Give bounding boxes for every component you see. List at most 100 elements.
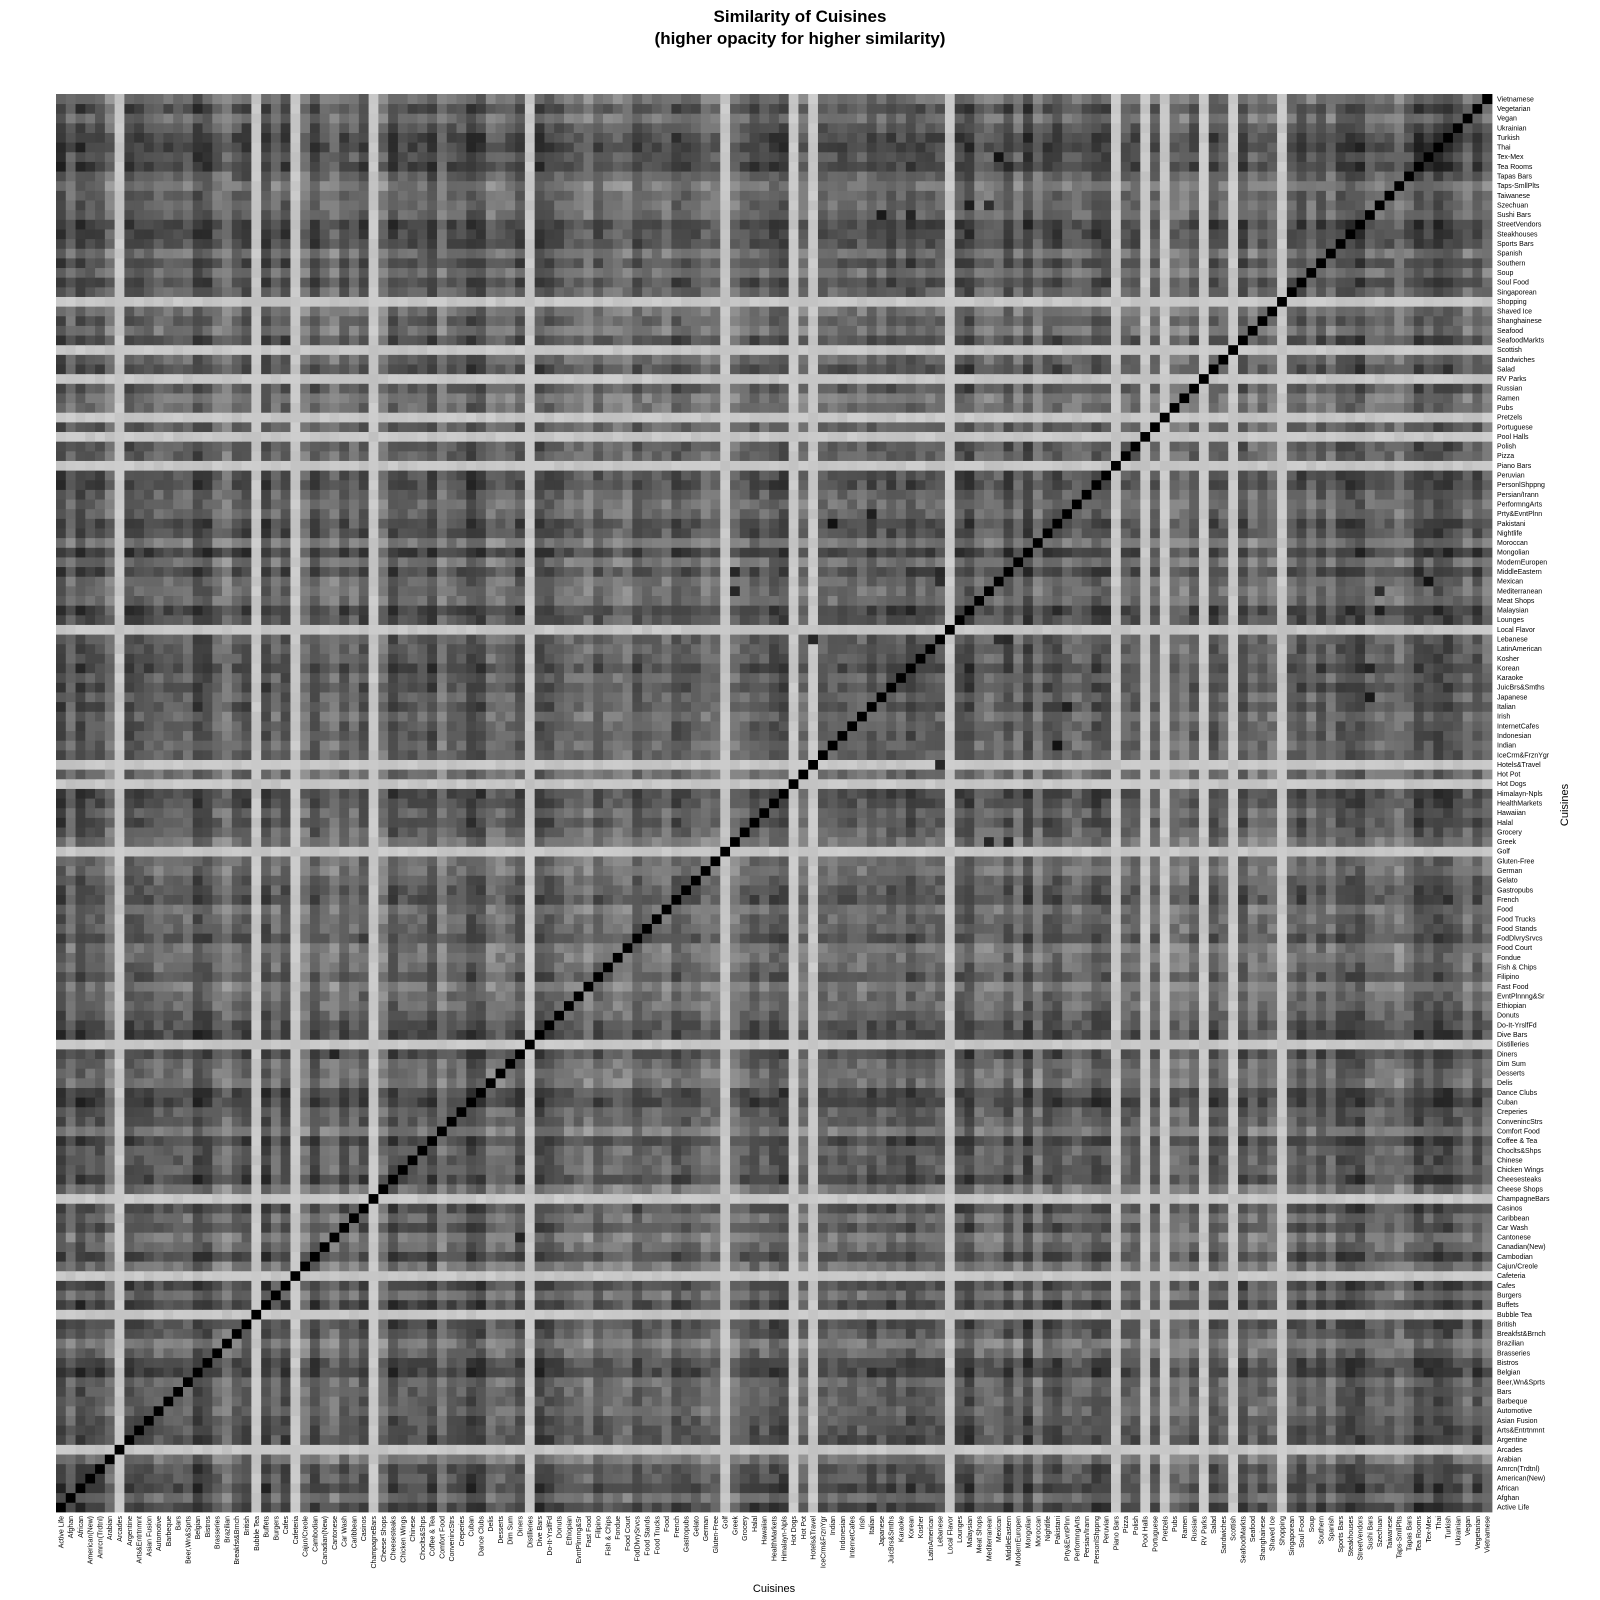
heatmap-cell: [1111, 1309, 1122, 1320]
heatmap-cell: [1316, 1184, 1327, 1195]
heatmap-cell: [1462, 1386, 1473, 1397]
heatmap-cell: [1443, 1241, 1454, 1252]
heatmap-cell: [300, 1376, 311, 1387]
heatmap-cell: [612, 1338, 623, 1349]
heatmap-cell: [1335, 1270, 1346, 1281]
heatmap-cell: [896, 1319, 907, 1330]
heatmap-cell: [1462, 1357, 1473, 1368]
heatmap-cell: [1023, 1348, 1034, 1359]
heatmap-cell: [915, 1434, 926, 1445]
heatmap-cell: [515, 1212, 526, 1224]
heatmap-cell: [1091, 1454, 1102, 1465]
heatmap-cell: [270, 1405, 282, 1416]
heatmap-cell: [1228, 1232, 1239, 1243]
heatmap-cell: [75, 1319, 86, 1330]
heatmap-cell: [1111, 1222, 1122, 1233]
heatmap-cell: [358, 1454, 369, 1465]
heatmap-cell: [349, 1357, 360, 1368]
heatmap-cell: [612, 1319, 623, 1330]
heatmap-cell: [231, 1463, 243, 1474]
heatmap-cell: [505, 1261, 516, 1272]
heatmap-cell: [349, 1184, 360, 1195]
heatmap-cell: [554, 1338, 565, 1349]
heatmap-cell: [1189, 1454, 1200, 1465]
heatmap-cell: [642, 1280, 653, 1291]
heatmap-cell: [1394, 1396, 1405, 1407]
heatmap-cell: [182, 1290, 194, 1301]
heatmap-cell: [515, 1357, 526, 1368]
heatmap-cell: [495, 1241, 506, 1252]
heatmap-cell: [1423, 1261, 1434, 1272]
heatmap-cell: [1413, 1319, 1425, 1330]
heatmap-cell: [222, 1309, 233, 1320]
heatmap-cell: [1032, 1280, 1044, 1291]
heatmap-cell: [1238, 1357, 1249, 1368]
heatmap-cell: [1365, 1309, 1376, 1320]
heatmap-cell: [1443, 1251, 1454, 1262]
heatmap-cell: [466, 1309, 477, 1320]
heatmap-cell: [954, 1454, 965, 1465]
heatmap-cell: [778, 1405, 790, 1416]
heatmap-cell: [1062, 1473, 1073, 1484]
heatmap-cell: [905, 1319, 917, 1330]
heatmap-cell: [1189, 1222, 1200, 1233]
heatmap-cell: [1482, 1270, 1493, 1281]
heatmap-cell: [1218, 1299, 1229, 1310]
heatmap-cell: [231, 1502, 243, 1513]
heatmap-cell: [964, 1290, 975, 1301]
heatmap-cell: [1355, 1405, 1366, 1416]
heatmap-cell: [56, 1483, 67, 1494]
heatmap-cell: [1365, 1492, 1376, 1503]
heatmap-cell: [1179, 1328, 1190, 1339]
heatmap-cell: [1238, 1319, 1249, 1330]
heatmap-cell: [153, 1463, 164, 1474]
heatmap-cell: [603, 1261, 614, 1272]
heatmap-cell: [632, 1483, 643, 1494]
heatmap-cell: [700, 1502, 711, 1513]
heatmap-cell: [124, 1270, 135, 1281]
heatmap-cell: [954, 1232, 965, 1243]
heatmap-cell: [1257, 1338, 1268, 1349]
heatmap-cell: [1169, 1473, 1180, 1484]
heatmap-cell: [700, 1193, 711, 1204]
heatmap-cell: [456, 1454, 467, 1465]
heatmap-cell: [1345, 1299, 1356, 1310]
heatmap-cell: [222, 1338, 233, 1349]
heatmap-cell: [85, 1193, 96, 1204]
heatmap-cell: [798, 1376, 809, 1387]
heatmap-cell: [515, 1270, 526, 1281]
heatmap-cell: [1023, 1241, 1034, 1252]
heatmap-cell: [642, 1299, 653, 1310]
heatmap-cell: [1316, 1299, 1327, 1310]
heatmap-cell: [143, 1367, 155, 1378]
heatmap-cell: [1394, 1376, 1405, 1387]
heatmap-cell: [1003, 1319, 1014, 1330]
heatmap-cell: [309, 1270, 321, 1281]
heatmap-cell: [114, 1454, 125, 1465]
heatmap-cell: [661, 1357, 672, 1368]
heatmap-cell: [1345, 1376, 1356, 1387]
heatmap-cell: [1111, 1463, 1122, 1474]
heatmap-cell: [300, 1251, 311, 1262]
heatmap-cell: [319, 1357, 330, 1368]
heatmap-cell: [1345, 1454, 1356, 1465]
heatmap-cell: [241, 1415, 252, 1426]
heatmap-cell: [446, 1434, 457, 1445]
heatmap-cell: [212, 1222, 223, 1233]
heatmap-cell: [397, 1405, 409, 1416]
heatmap-cell: [876, 1376, 887, 1387]
heatmap-cell: [417, 1502, 428, 1513]
heatmap-cell: [1482, 1193, 1493, 1204]
heatmap-cell: [1413, 1270, 1425, 1281]
heatmap-cell: [1130, 1473, 1141, 1484]
heatmap-cell: [417, 1396, 428, 1407]
heatmap-cell: [661, 1328, 672, 1339]
heatmap-cell: [1482, 1357, 1493, 1368]
heatmap-cell: [925, 1290, 936, 1301]
heatmap-cell: [505, 1193, 516, 1204]
heatmap-cell: [114, 1241, 125, 1252]
heatmap-cell: [554, 1405, 565, 1416]
heatmap-cell: [700, 1376, 711, 1387]
heatmap-cell: [397, 1376, 409, 1387]
heatmap-cell: [261, 1290, 272, 1301]
